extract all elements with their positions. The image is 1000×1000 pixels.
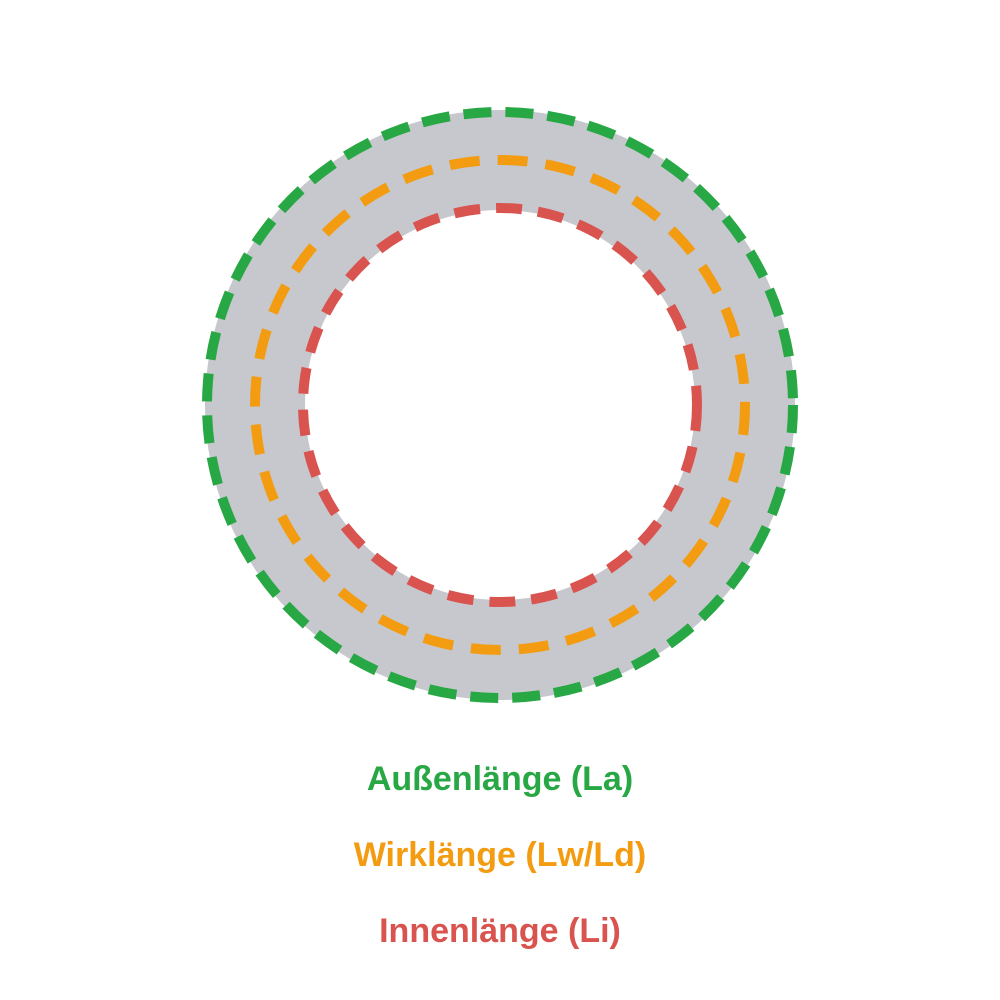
legend-inner-length: Innenlänge (Li) [0,912,1000,951]
legend-effective-length: Wirklänge (Lw/Ld) [0,836,1000,875]
effective-length-circle [255,160,745,650]
legend-outer-length: Außenlänge (La) [0,760,1000,799]
diagram-canvas: Außenlänge (La) Wirklänge (Lw/Ld) Innenl… [0,0,1000,1000]
